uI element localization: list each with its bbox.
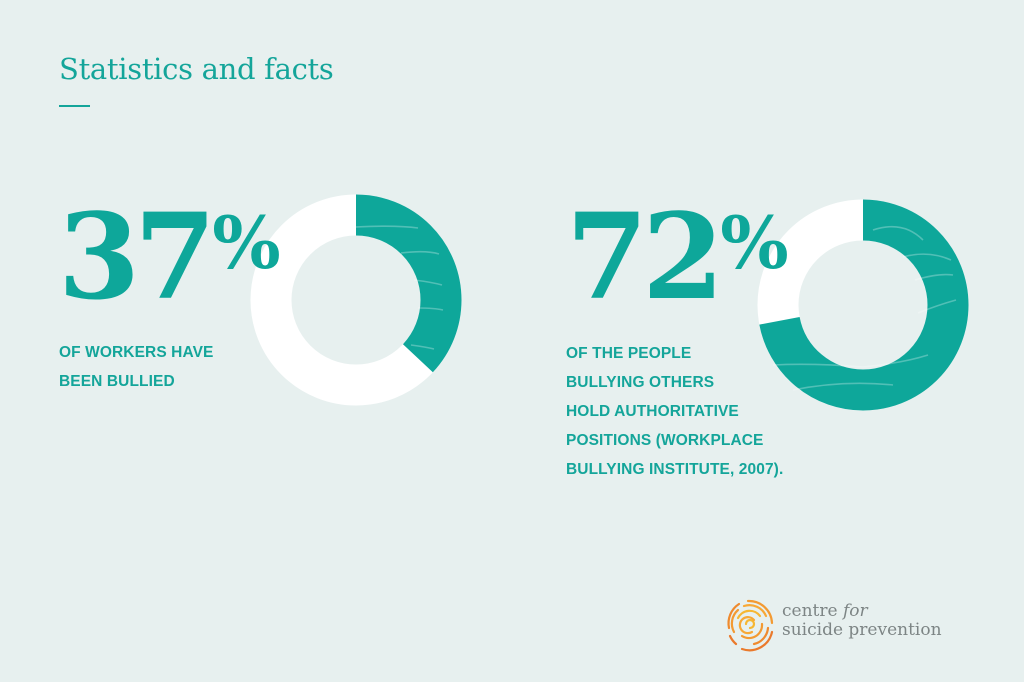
logo-text-suicide-prevention: suicide prevention (782, 620, 942, 640)
page-title: Statistics and facts (59, 52, 334, 86)
logo-text-for: for (842, 601, 868, 621)
stat-caption-2: OF THE PEOPLE BULLYING OTHERS HOLD AUTHO… (566, 345, 784, 478)
stat-value-2: 72% (566, 187, 789, 326)
stat-value-1: 37% (58, 187, 281, 326)
title-underline (59, 105, 90, 107)
logo-text-centre: centre (782, 601, 838, 621)
stat-caption-1: OF WORKERS HAVE BEEN BULLIED (59, 344, 214, 390)
spiral-fingerprint-icon (727, 599, 774, 652)
centre-for-suicide-prevention-logo: centre for suicide prevention (724, 598, 964, 658)
donut-chart-37 (250, 194, 462, 406)
donut-chart-72 (757, 199, 969, 411)
